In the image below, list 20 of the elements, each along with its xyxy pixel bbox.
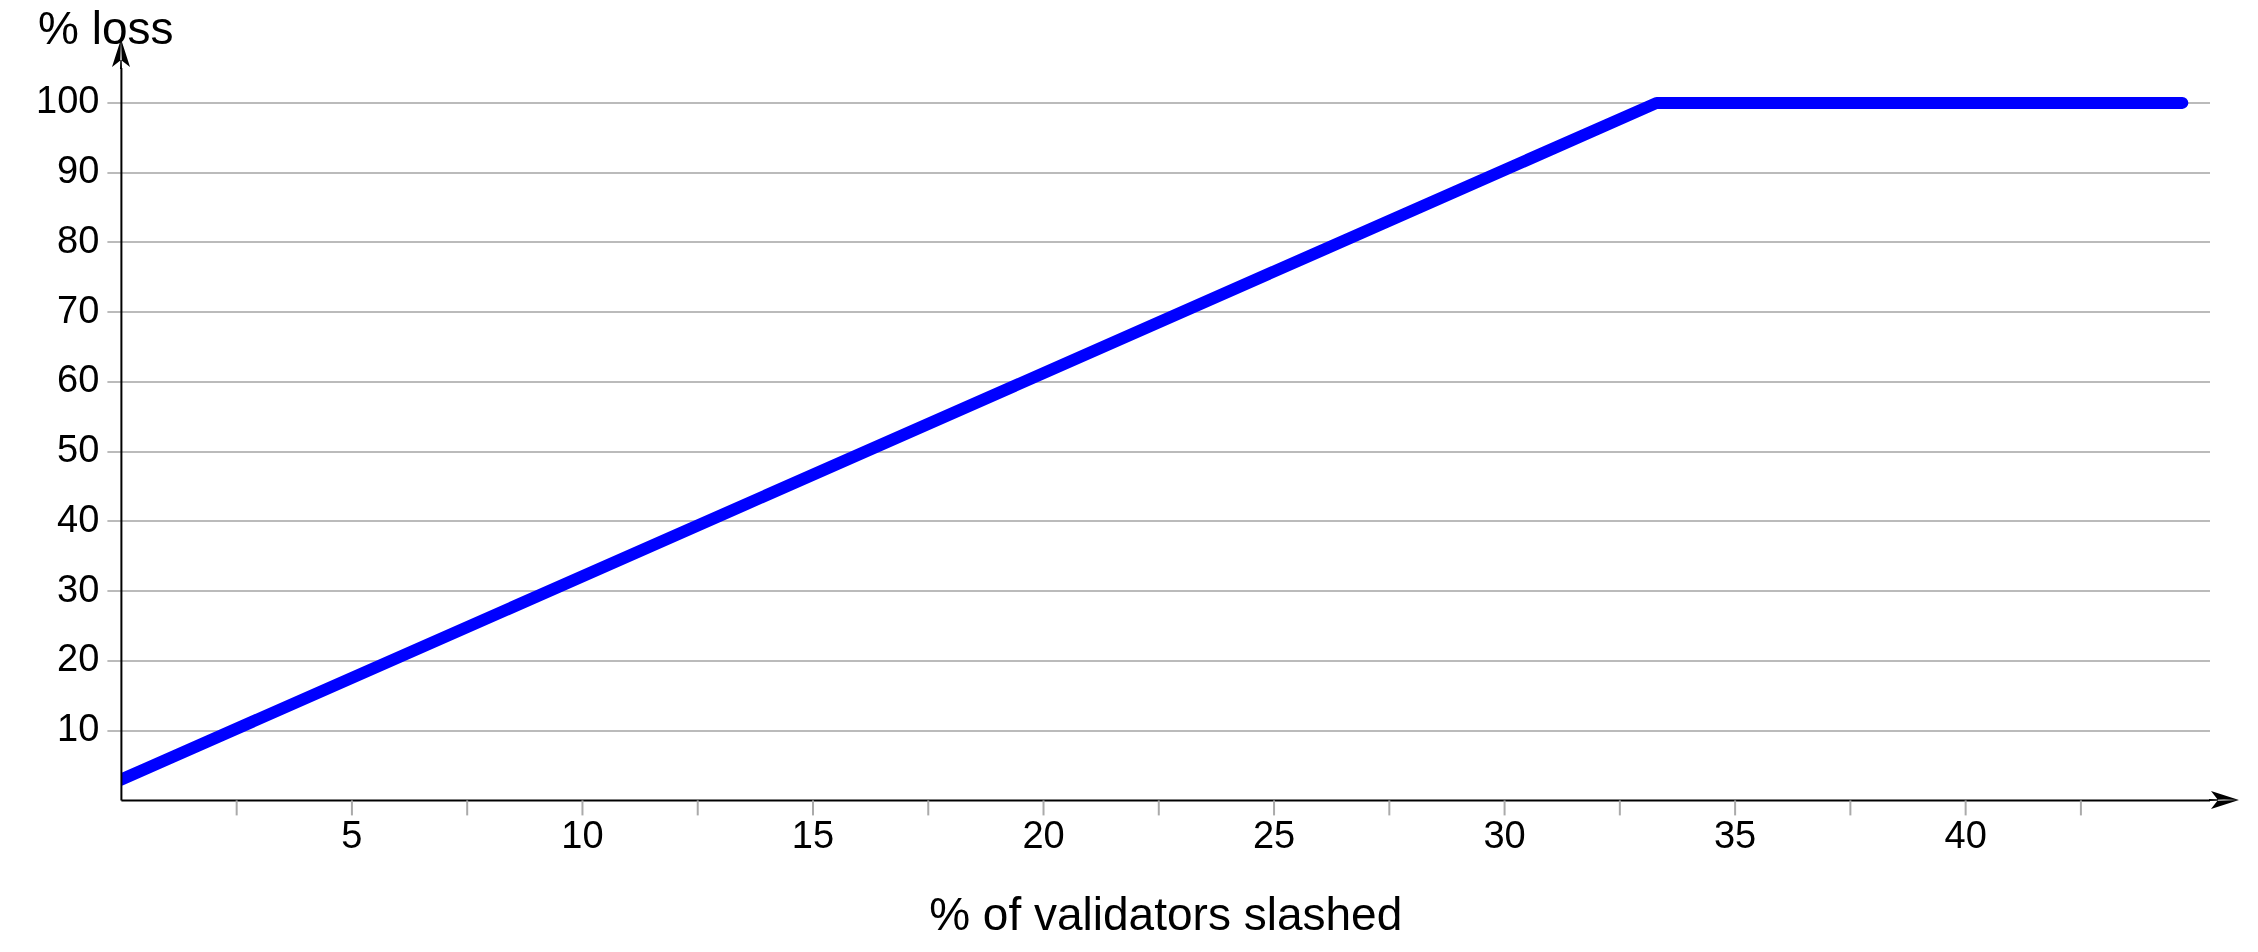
y-tick-label: 100 <box>36 79 100 122</box>
y-tick-label: 90 <box>57 149 100 192</box>
y-tick-label: 30 <box>57 567 100 610</box>
x-tick-label: 25 <box>1252 813 1296 856</box>
x-tick-label: 5 <box>341 813 363 856</box>
x-tick-label: 30 <box>1483 813 1526 856</box>
y-tick-label: 80 <box>57 218 100 261</box>
x-tick-label: 35 <box>1713 813 1757 856</box>
y-tick-label: 40 <box>57 497 100 540</box>
x-tick-label: 40 <box>1944 813 1987 856</box>
y-tick-label: 50 <box>57 428 100 471</box>
x-tick-label: 20 <box>1022 813 1065 856</box>
y-tick-label: 20 <box>57 637 100 680</box>
y-tick-label: 70 <box>57 288 100 331</box>
y-tick-label: 10 <box>57 707 100 750</box>
x-tick-label: 15 <box>791 813 835 856</box>
x-tick-label: 10 <box>561 813 604 856</box>
y-axis-title: % loss <box>38 1 174 54</box>
x-axis-title: % of validators slashed <box>929 887 1403 940</box>
y-tick-label: 60 <box>57 358 100 401</box>
